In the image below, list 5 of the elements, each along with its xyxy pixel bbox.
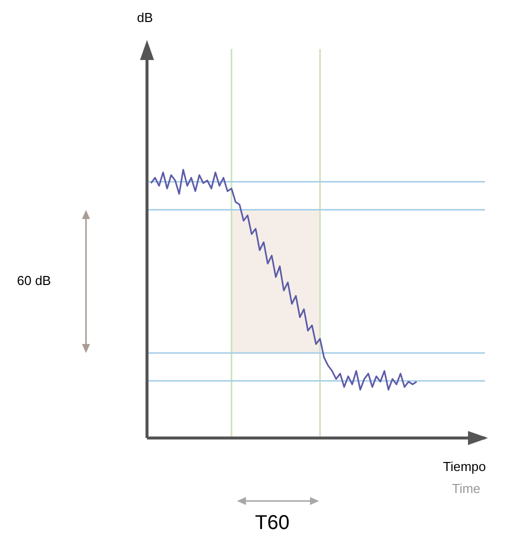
text: T60	[255, 512, 290, 535]
x-axis-title: Tiempo	[443, 459, 486, 474]
text: dB	[137, 10, 153, 25]
text: Time	[452, 481, 480, 496]
text: 60 dB	[17, 273, 51, 288]
